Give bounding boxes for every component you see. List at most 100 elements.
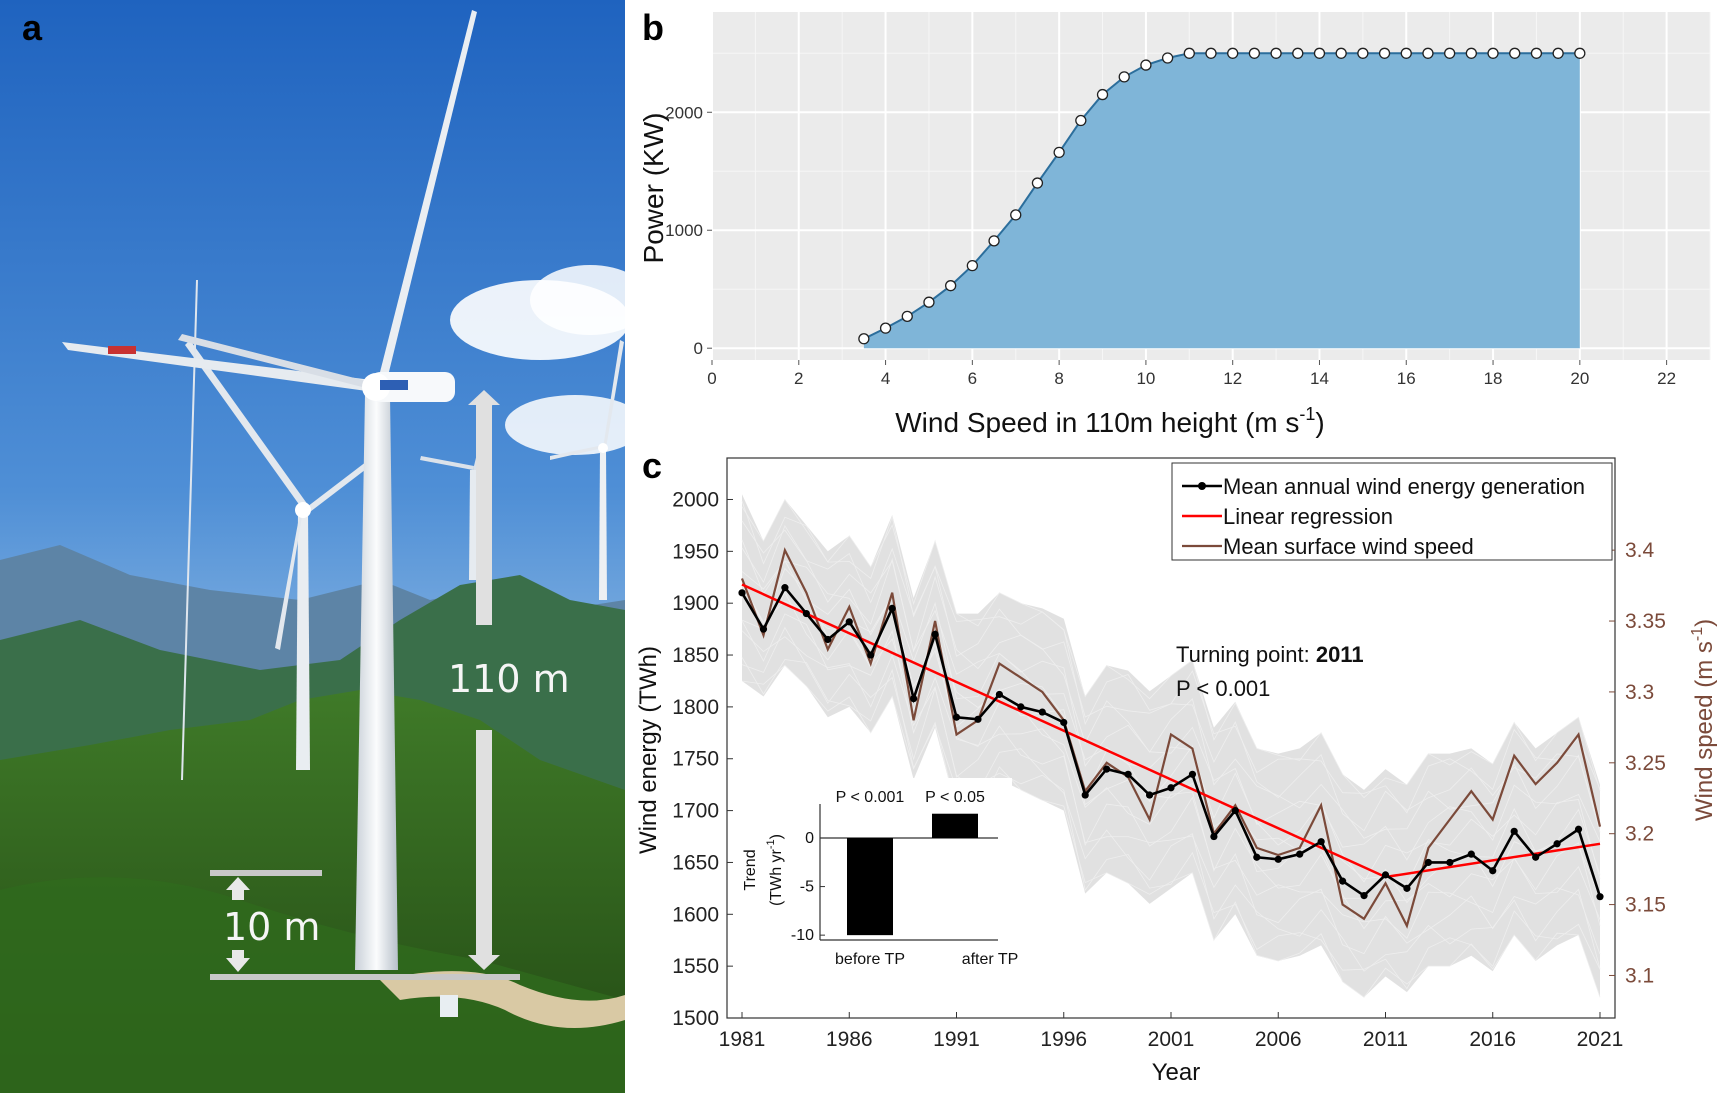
y-tick-label: 1550 <box>672 955 719 978</box>
label-10m: 10 m <box>223 905 320 949</box>
legend-item-wind-speed: Mean surface wind speed <box>1182 534 1474 559</box>
inset-bar-pvalue: P < 0.001 <box>836 789 905 806</box>
data-point <box>1010 209 1022 221</box>
energy-point <box>1274 855 1282 863</box>
x-axis-title-b: Wind Speed in 110m height (m s-1) <box>895 404 1324 438</box>
turbine-logo <box>380 380 408 390</box>
energy-point <box>1081 791 1089 799</box>
energy-point <box>1296 850 1304 858</box>
power-curve-line <box>863 52 1580 340</box>
y2-axis-title-c: Wind speed (m s-1) <box>1689 619 1718 821</box>
data-point <box>1530 47 1543 59</box>
energy-point <box>1338 877 1347 885</box>
inset-y-tick-label: -5 <box>800 879 814 896</box>
data-point <box>1118 71 1130 83</box>
energy-point <box>888 604 896 612</box>
small-building <box>440 995 458 1017</box>
data-point <box>1422 47 1434 59</box>
energy-point <box>781 584 789 592</box>
data-point <box>988 235 1000 247</box>
turbine-nacelle <box>370 372 455 402</box>
data-point <box>1465 47 1477 59</box>
energy-point <box>1124 770 1132 778</box>
y-tick-label: 1750 <box>672 748 719 771</box>
data-point <box>1313 47 1326 59</box>
energy-point <box>845 618 853 626</box>
energy-point <box>974 715 982 723</box>
energy-point <box>759 625 768 633</box>
forest-foreground <box>0 877 625 1093</box>
legend-item-energy: Mean annual wind energy generation <box>1182 474 1585 499</box>
y-tick-label: 1700 <box>672 800 719 823</box>
data-point <box>923 296 935 308</box>
data-point <box>1096 88 1109 101</box>
ensemble-member-line <box>741 567 1601 885</box>
y-tick-label: 1600 <box>672 903 719 926</box>
x-tick-label: 2011 <box>1363 1028 1408 1051</box>
energy-point <box>824 635 832 644</box>
ensemble-member-line <box>741 500 1601 814</box>
x-tick-label: 2016 <box>1469 1028 1516 1051</box>
energy-point <box>1017 703 1025 711</box>
x-tick-label: 2006 <box>1255 1028 1302 1051</box>
x-tick-label: 2021 <box>1577 1028 1624 1051</box>
main-turbine <box>62 10 477 970</box>
data-point <box>1031 177 1044 189</box>
data-point <box>1552 47 1564 59</box>
ensemble-member-line <box>741 626 1601 972</box>
x-tick-label: 16 <box>1397 369 1416 388</box>
ensemble-member-line <box>741 591 1601 930</box>
data-point <box>1205 47 1217 59</box>
inset-bg <box>800 778 1012 943</box>
svg-text:Mean surface wind speed: Mean surface wind speed <box>1223 534 1474 559</box>
energy-point <box>910 694 918 703</box>
data-point <box>945 280 957 292</box>
turbine-blade <box>178 334 378 390</box>
data-point <box>1161 52 1174 64</box>
x-tick-label: 18 <box>1484 369 1503 388</box>
energy-point <box>1532 853 1540 861</box>
inset-category-label: after TP <box>962 951 1019 968</box>
y-tick-label: 1900 <box>672 592 719 615</box>
background-turbine <box>185 340 378 770</box>
data-point <box>1487 47 1499 59</box>
y-ticks-b: 0 1000 2000 <box>665 103 712 358</box>
data-point <box>1270 47 1282 59</box>
data-point <box>1509 47 1521 59</box>
energy-point <box>1060 718 1068 727</box>
y2-tick-label: 3.25 <box>1625 752 1666 775</box>
x-tick-label: 2001 <box>1148 1028 1195 1051</box>
y-tick-label: 1800 <box>672 696 719 719</box>
panel-a-photo: 110 m 10 m a <box>0 0 650 1093</box>
energy-point <box>1145 791 1154 799</box>
x-ticks-b: 0 2 4 6 8 10 12 14 16 18 20 22 <box>707 360 1676 388</box>
energy-point <box>1103 765 1111 773</box>
energy-point <box>1038 708 1046 716</box>
y-tick-label: 1850 <box>672 644 719 667</box>
cloud <box>505 395 645 455</box>
data-point <box>966 259 978 272</box>
data-point <box>1140 59 1152 71</box>
y-ticks-c: 1500 1550 1600 1650 1700 1750 1800 1850 1900 1950… <box>672 488 733 1030</box>
energy-point <box>952 713 961 721</box>
energy-point <box>1446 858 1454 867</box>
inset-y-title: Trend <box>742 849 759 890</box>
energy-point <box>1317 838 1325 846</box>
y-tick-label: 1000 <box>665 221 703 240</box>
svg-text:Mean annual wind energy genera: Mean annual wind energy generation <box>1223 474 1585 499</box>
energy-point <box>1231 806 1239 815</box>
x-axis-title-c: Year <box>1152 1059 1201 1086</box>
energy-point <box>1596 893 1604 901</box>
y2-tick-label: 3.3 <box>1625 681 1654 704</box>
energy-point <box>1553 840 1561 848</box>
x-tick-label: 2 <box>794 369 803 388</box>
x-tick-label: 1986 <box>826 1028 873 1051</box>
energy-point <box>1574 825 1583 833</box>
inset-bars: P < 0.001 before TP P < 0.05 after TP <box>835 789 1018 968</box>
data-point <box>1335 47 1347 59</box>
ensemble-member-line <box>741 664 1601 998</box>
x-tick-label: 8 <box>1054 369 1063 388</box>
x-tick-label: 12 <box>1223 369 1242 388</box>
data-point <box>1444 47 1456 59</box>
